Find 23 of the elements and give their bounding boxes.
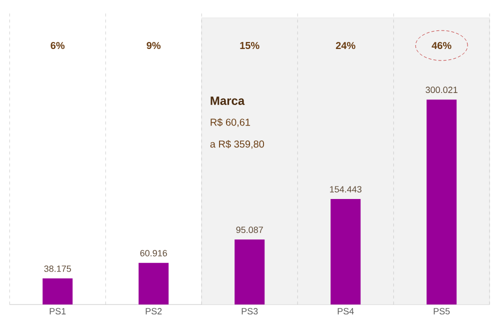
x-tick-label: PS1 [50,308,66,314]
x-tick-label: PS5 [434,308,450,314]
annotation: Marca [210,96,245,105]
data-label: 300.021 [426,86,458,94]
x-tick-label: PS4 [338,308,354,314]
bar [42,278,73,305]
text: 24% [336,42,356,50]
annotation: a R$ 359,80 [210,140,264,149]
text: 9% [146,42,161,50]
data-label: 38.175 [44,266,71,272]
bar [330,199,361,305]
data-label: 60.916 [140,250,167,256]
text: 46% [432,42,452,50]
x-tick-label: PS3 [242,308,258,314]
bar [138,262,169,305]
bar [234,240,265,305]
x-tick-label: PS2 [146,308,162,314]
text: 15% [240,42,260,50]
annotation: R$ 60,61 [210,118,250,127]
data-label: 154.443 [330,186,362,192]
data-label: 95.087 [236,226,263,234]
bar [426,100,457,305]
text: 6% [50,42,65,50]
